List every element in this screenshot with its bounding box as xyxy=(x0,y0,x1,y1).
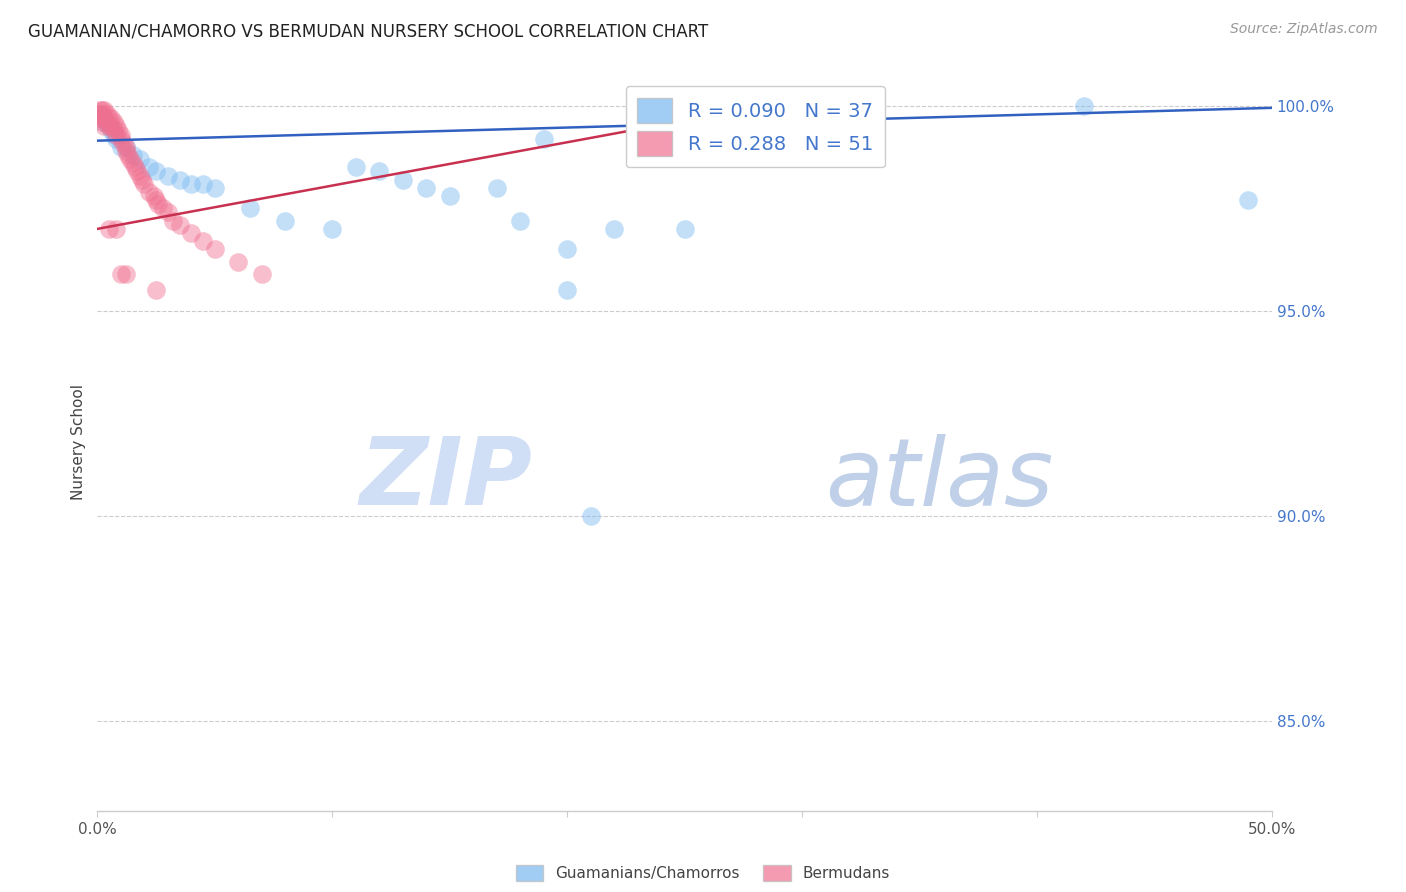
Point xyxy=(555,243,578,257)
Point xyxy=(344,161,367,175)
Point xyxy=(191,177,214,191)
Point xyxy=(91,103,114,117)
Point xyxy=(533,131,555,145)
Point xyxy=(91,111,114,125)
Point xyxy=(124,161,146,175)
Point xyxy=(169,218,191,232)
Point xyxy=(391,172,413,186)
Point xyxy=(96,115,118,129)
Point xyxy=(226,254,249,268)
Point xyxy=(191,234,214,248)
Point xyxy=(162,213,184,227)
Point xyxy=(114,140,136,154)
Point xyxy=(156,205,179,219)
Legend: Guamanians/Chamorros, Bermudans: Guamanians/Chamorros, Bermudans xyxy=(510,859,896,888)
Point xyxy=(1073,99,1095,113)
Point xyxy=(107,123,129,137)
Point xyxy=(121,156,143,170)
Point xyxy=(103,123,125,137)
Point xyxy=(148,197,170,211)
Point xyxy=(145,164,167,178)
Point xyxy=(89,111,111,125)
Point xyxy=(673,222,696,236)
Point xyxy=(103,128,125,142)
Point xyxy=(110,267,132,281)
Point xyxy=(555,284,578,298)
Point xyxy=(1237,193,1260,207)
Point xyxy=(93,120,115,134)
Point xyxy=(103,115,125,129)
Point xyxy=(415,181,437,195)
Point xyxy=(110,140,132,154)
Point xyxy=(114,267,136,281)
Point xyxy=(98,120,121,134)
Point xyxy=(156,169,179,183)
Point xyxy=(145,193,167,207)
Point xyxy=(180,226,202,240)
Point xyxy=(120,152,142,166)
Point xyxy=(105,131,128,145)
Point xyxy=(121,148,143,162)
Point xyxy=(128,152,150,166)
Point xyxy=(89,103,111,117)
Point xyxy=(128,169,150,183)
Point xyxy=(105,128,128,142)
Point xyxy=(114,144,136,158)
Point xyxy=(579,509,602,524)
Text: atlas: atlas xyxy=(825,434,1054,524)
Point xyxy=(105,222,128,236)
Point xyxy=(142,189,165,203)
Point xyxy=(204,243,226,257)
Point xyxy=(100,120,122,134)
Point xyxy=(112,136,135,150)
Point xyxy=(138,185,160,199)
Point xyxy=(91,115,114,129)
Point xyxy=(89,107,111,121)
Point xyxy=(485,181,508,195)
Point xyxy=(114,140,136,154)
Y-axis label: Nursery School: Nursery School xyxy=(72,384,86,500)
Point xyxy=(110,128,132,142)
Point xyxy=(100,111,122,125)
Point xyxy=(110,131,132,145)
Point xyxy=(105,120,128,134)
Point xyxy=(93,115,115,129)
Point xyxy=(131,172,153,186)
Point xyxy=(204,181,226,195)
Text: Source: ZipAtlas.com: Source: ZipAtlas.com xyxy=(1230,22,1378,37)
Point xyxy=(439,189,461,203)
Point xyxy=(603,222,626,236)
Point xyxy=(96,107,118,121)
Point xyxy=(169,172,191,186)
Point xyxy=(93,103,115,117)
Point xyxy=(145,284,167,298)
Text: ZIP: ZIP xyxy=(359,434,531,525)
Legend: R = 0.090   N = 37, R = 0.288   N = 51: R = 0.090 N = 37, R = 0.288 N = 51 xyxy=(626,87,884,168)
Point xyxy=(239,202,262,216)
Point xyxy=(89,107,111,121)
Point xyxy=(91,107,114,121)
Point xyxy=(100,123,122,137)
Point xyxy=(134,177,156,191)
Point xyxy=(127,164,149,178)
Text: GUAMANIAN/CHAMORRO VS BERMUDAN NURSERY SCHOOL CORRELATION CHART: GUAMANIAN/CHAMORRO VS BERMUDAN NURSERY S… xyxy=(28,22,709,40)
Point xyxy=(180,177,202,191)
Point xyxy=(368,164,391,178)
Point xyxy=(138,161,160,175)
Point xyxy=(98,222,121,236)
Point xyxy=(152,202,174,216)
Point xyxy=(509,213,531,227)
Point xyxy=(274,213,297,227)
Point xyxy=(98,111,121,125)
Point xyxy=(98,120,121,134)
Point xyxy=(250,267,273,281)
Point xyxy=(321,222,343,236)
Point xyxy=(117,148,139,162)
Point xyxy=(96,115,118,129)
Point xyxy=(93,111,115,125)
